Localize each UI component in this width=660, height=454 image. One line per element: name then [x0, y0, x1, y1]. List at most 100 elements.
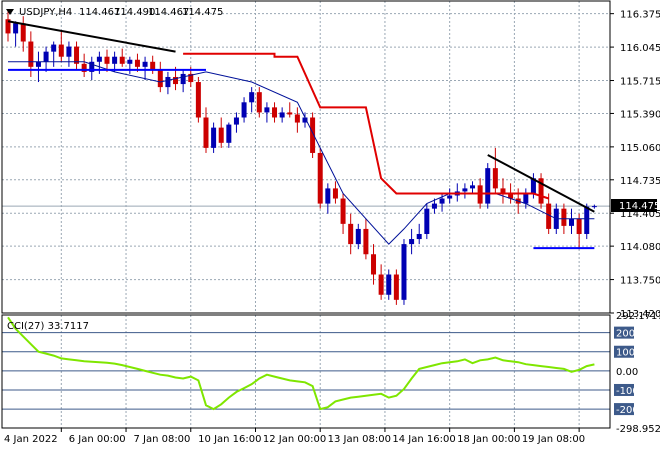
candle-body	[302, 117, 308, 123]
price-frame	[1, 0, 611, 314]
candle-body	[332, 188, 338, 199]
cci-title: CCI(27) 33.7117	[7, 321, 89, 332]
cci-y-tick-label: -100	[616, 386, 639, 397]
candle-body	[310, 117, 316, 153]
cci-frame	[1, 314, 611, 429]
candle-body	[35, 61, 41, 67]
candle-body	[500, 188, 506, 194]
candle-body	[447, 195, 453, 199]
grid	[2, 1, 610, 428]
candle-body	[188, 73, 194, 83]
trend-line	[7, 20, 176, 53]
candle-body	[81, 63, 87, 72]
x-tick-label: 19 Jan 08:00	[522, 434, 585, 445]
candle-body	[180, 73, 186, 85]
candle-body	[485, 168, 491, 204]
cci-y-tick-label: -298.9523	[616, 424, 660, 435]
candle-body	[584, 206, 590, 234]
candle-body	[386, 274, 392, 295]
cci-y-tick-label: 0.00	[616, 367, 638, 378]
candle-body	[348, 223, 354, 245]
candle-body	[58, 44, 64, 57]
candle-body	[378, 274, 384, 295]
y-tick-label: 114.405	[620, 209, 660, 220]
candle-body	[150, 61, 156, 70]
cci-level-box	[614, 345, 634, 358]
candle-body	[279, 112, 285, 118]
candle-body	[233, 117, 239, 125]
candle-body	[340, 198, 346, 224]
cci-level-box	[614, 383, 634, 396]
candle-body	[157, 69, 163, 88]
y-tick-label: 115.715	[620, 77, 660, 88]
candle-body	[439, 198, 445, 204]
cci-y-tick-label: 292.1717	[616, 311, 660, 322]
candle-body	[508, 193, 514, 199]
last-price-marker: 114.475	[611, 199, 660, 212]
candle-body	[492, 168, 498, 189]
cci-y-tick-label: 200	[616, 329, 635, 340]
candle-body	[218, 127, 224, 143]
candle-body	[371, 254, 377, 275]
x-tick-label: 4 Jan 2022	[4, 434, 58, 445]
x-tick-label: 7 Jan 08:00	[133, 434, 190, 445]
candle-body	[431, 203, 437, 209]
last-price-label: 114.475	[619, 201, 660, 212]
header-symbol: USDJPY,H4	[19, 7, 72, 18]
cci-y-tick-label: 100	[616, 348, 635, 359]
candle-body	[530, 178, 536, 194]
header-low: 114.467	[148, 7, 189, 18]
candle-body	[424, 208, 430, 234]
trend-line	[487, 154, 595, 213]
overlay-lines	[7, 20, 595, 250]
cci-indicator	[7, 316, 595, 411]
x-tick-label: 13 Jan 08:00	[328, 434, 391, 445]
candle-body	[211, 127, 217, 148]
y-tick-label: 114.735	[620, 176, 660, 187]
candle-body	[561, 208, 567, 226]
candle-body	[241, 102, 247, 118]
x-tick-label: 18 Jan 00:00	[457, 434, 520, 445]
candle-body	[5, 19, 11, 34]
candle-body	[226, 124, 232, 143]
x-tick-label: 14 Jan 16:00	[392, 434, 455, 445]
candle-body	[523, 193, 529, 204]
candle-body	[569, 218, 575, 226]
candle-body	[325, 188, 331, 204]
x-tick-label: 6 Jan 00:00	[69, 434, 126, 445]
channel-line	[8, 61, 595, 245]
candle-body	[401, 244, 407, 300]
candle-body	[165, 76, 171, 88]
candle-body	[13, 23, 19, 34]
candle-body	[576, 218, 582, 234]
candle-body	[173, 76, 179, 85]
dropdown-triangle-icon[interactable]	[6, 9, 14, 15]
x-tick-label: 12 Jan 00:00	[263, 434, 326, 445]
candle-body	[66, 46, 72, 57]
candle-body	[142, 61, 148, 67]
candle-body	[104, 56, 110, 64]
header-close: 114.475	[182, 7, 223, 18]
candle-body	[96, 56, 102, 62]
cci-level-box	[614, 403, 634, 416]
candle-body	[363, 228, 369, 255]
candle-body	[393, 274, 399, 300]
candle-body	[112, 56, 118, 64]
y-tick-label: 116.375	[620, 10, 660, 21]
stop-line	[183, 52, 550, 200]
candle-body	[416, 233, 422, 240]
candle-body	[546, 203, 552, 229]
candle-body	[470, 185, 476, 189]
cci-y-tick-label: -200	[616, 405, 639, 416]
candle-body	[355, 228, 361, 245]
candle-body	[74, 46, 80, 64]
y-tick-label: 115.060	[620, 143, 660, 154]
y-tick-label: 114.080	[620, 242, 660, 253]
candle-body	[249, 92, 255, 103]
candle-body	[119, 56, 125, 64]
candle-body	[317, 152, 323, 204]
candle-body	[28, 41, 34, 67]
cci-level-box	[614, 326, 634, 339]
